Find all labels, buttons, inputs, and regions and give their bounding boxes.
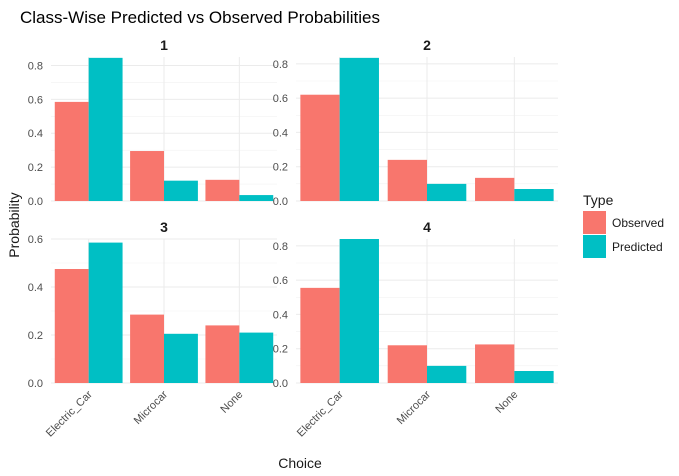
- facet-2-y-tick-label: 0.0: [273, 196, 288, 208]
- facet-2-bar-predicted-microcar: [427, 183, 467, 201]
- facet-4-x-tick-label: Electric_Car: [295, 388, 346, 439]
- facet-2-bar-predicted-electric_car: [339, 57, 379, 201]
- facet-label-2: 2: [423, 37, 431, 53]
- facet-4-y-tick-label: 0.0: [273, 378, 288, 390]
- facet-2-bar-predicted-none: [514, 189, 554, 201]
- legend-title: Type: [583, 192, 614, 208]
- facet-1-bar-predicted-none: [239, 195, 274, 201]
- facet-2-bar-observed-electric_car: [300, 94, 340, 201]
- legend-label-predicted: Predicted: [612, 240, 663, 254]
- facet-2-bar-observed-none: [475, 177, 515, 201]
- facet-1-bar-observed-microcar: [130, 151, 164, 201]
- facet-4-bar-predicted-microcar: [427, 365, 467, 383]
- facet-4-y-tick-label: 0.2: [273, 344, 288, 356]
- facet-3-y-tick-label: 0.6: [28, 234, 43, 246]
- facet-4-x-tick-label: None: [493, 389, 520, 416]
- facet-3-y-tick-label: 0.2: [28, 330, 43, 342]
- facet-4-x-tick-label: Microcar: [395, 388, 434, 427]
- facet-3-bar-observed-none: [205, 325, 240, 383]
- facet-label-3: 3: [160, 219, 168, 235]
- facet-4-bar-predicted-none: [514, 371, 554, 383]
- facet-3-x-tick-label: None: [218, 389, 245, 416]
- legend-key-predicted: [583, 235, 606, 258]
- legend-label-observed: Observed: [612, 216, 664, 230]
- facet-4-y-tick-label: 0.8: [273, 241, 288, 253]
- x-axis-title: Choice: [278, 455, 322, 471]
- facet-1-y-tick-label: 0.6: [28, 94, 43, 106]
- facet-3-y-tick-label: 0.0: [28, 378, 43, 390]
- facet-2-bar-observed-microcar: [387, 159, 427, 201]
- facet-1-bar-predicted-microcar: [164, 180, 198, 201]
- facet-1-y-tick-label: 0.0: [28, 196, 43, 208]
- facet-label-4: 4: [423, 219, 431, 235]
- facet-4-y-tick-label: 0.6: [273, 275, 288, 287]
- facet-1-y-tick-label: 0.4: [28, 128, 43, 140]
- y-axis-title: Probability: [6, 192, 22, 257]
- facet-1-bar-predicted-electric_car: [88, 57, 123, 201]
- facet-panels: 1 0.0 0.2 0.4 0.6 0.8 2 0.0 0.2 0.4 0.6 0.8 3 0.0 0.2 0…: [28, 37, 558, 439]
- facet-4-y-tick-label: 0.4: [273, 309, 288, 321]
- facet-3-bar-observed-microcar: [130, 314, 164, 383]
- facet-1-y-tick-label: 0.8: [28, 60, 43, 72]
- facet-4-bar-observed-electric_car: [300, 287, 340, 383]
- facet-3-bar-predicted-microcar: [164, 333, 198, 383]
- facet-3-x-tick-label: Microcar: [132, 388, 171, 427]
- facet-3-bar-predicted-none: [239, 332, 274, 383]
- facet-2-y-tick-label: 0.6: [273, 93, 288, 105]
- facet-1-bar-observed-electric_car: [54, 101, 89, 201]
- facet-3-bar-observed-electric_car: [54, 269, 89, 383]
- facet-4-bar-observed-none: [475, 344, 515, 383]
- facet-4-bar-predicted-electric_car: [339, 239, 379, 383]
- facet-3-bar-predicted-electric_car: [88, 242, 123, 383]
- legend-key-observed: [583, 211, 606, 234]
- facet-2-y-tick-label: 0.2: [273, 162, 288, 174]
- facet-label-1: 1: [160, 37, 168, 53]
- facet-4-bar-observed-microcar: [387, 345, 427, 383]
- facet-3-x-tick-label: Electric_Car: [44, 388, 95, 439]
- facet-2-y-tick-label: 0.8: [273, 59, 288, 71]
- facet-2-y-tick-label: 0.4: [273, 127, 288, 139]
- facet-3-y-tick-label: 0.4: [28, 282, 43, 294]
- facet-1-bar-observed-none: [205, 179, 240, 201]
- facet-1-y-tick-label: 0.2: [28, 162, 43, 174]
- chart-title: Class-Wise Predicted vs Observed Probabi…: [20, 8, 380, 27]
